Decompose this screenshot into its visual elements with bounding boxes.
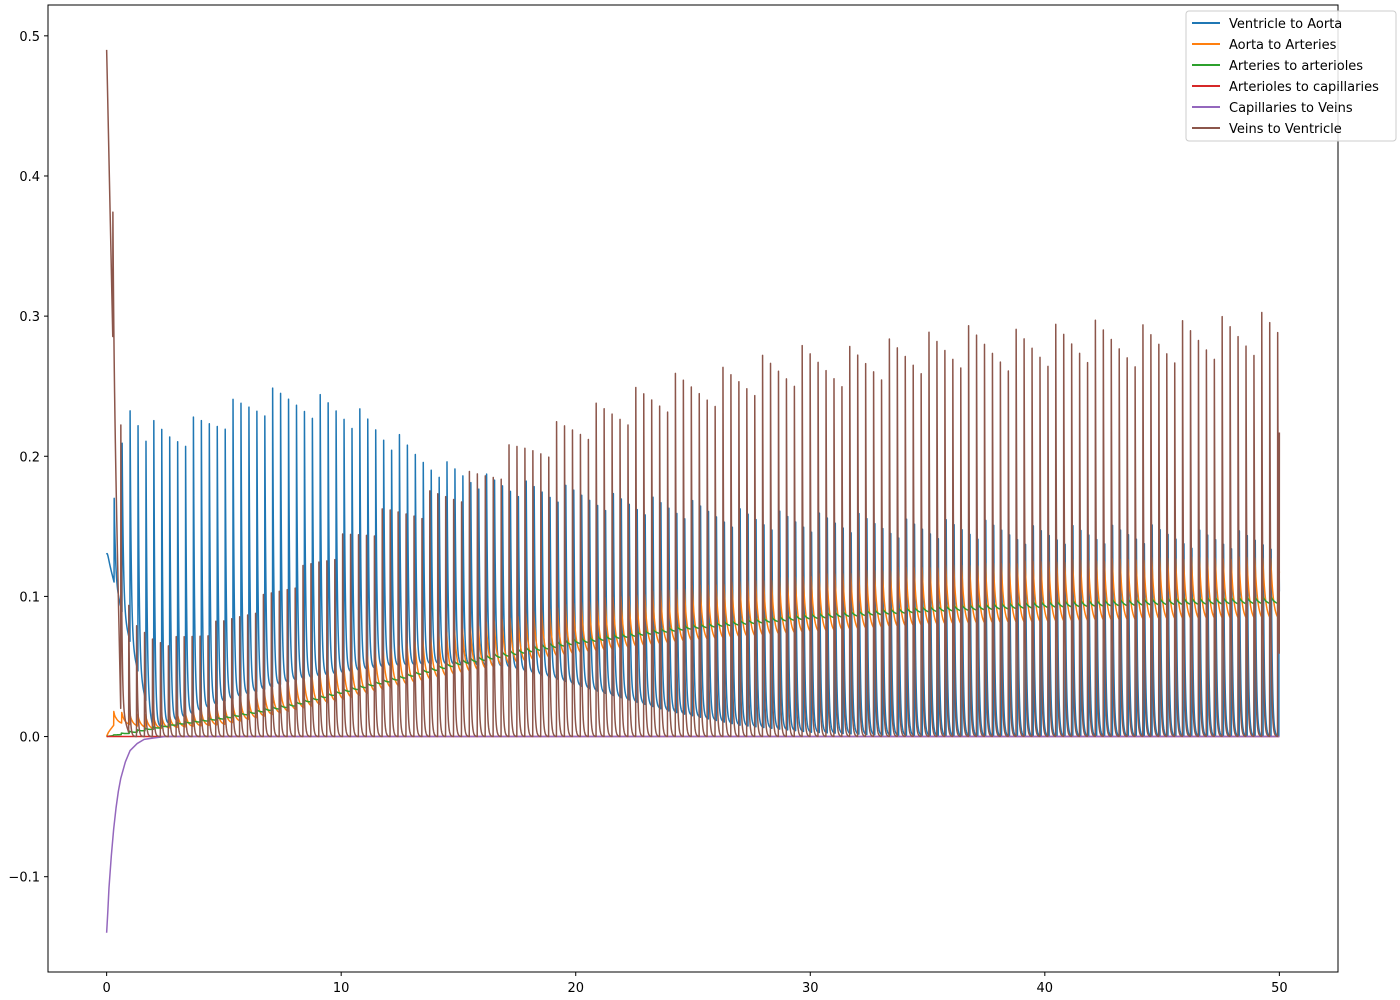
y-tick-label: 0.4 (19, 170, 40, 185)
legend-label: Veins to Ventricle (1229, 122, 1342, 137)
y-tick-label: 0.2 (19, 450, 40, 465)
x-tick-label: 0 (102, 981, 110, 996)
x-tick-label: 10 (333, 981, 350, 996)
series-line-1 (105, 555, 1281, 737)
y-axis: −0.1 0.0 0.1 0.2 0.3 0.4 0.5 (8, 30, 48, 886)
x-tick-label: 40 (1037, 981, 1054, 996)
series-layer (105, 49, 1281, 933)
y-tick-label: 0.5 (19, 30, 40, 45)
legend-label: Capillaries to Veins (1229, 101, 1353, 116)
legend-label: Arteries to arterioles (1229, 59, 1363, 74)
series-line-4 (105, 735, 1280, 933)
x-tick-label: 30 (802, 981, 819, 996)
legend-label: Aorta to Arteries (1229, 38, 1337, 53)
legend-label: Ventricle to Aorta (1229, 17, 1342, 32)
x-axis: 0 10 20 30 40 50 (102, 972, 1288, 996)
series-line-5 (105, 49, 1281, 738)
legend: Ventricle to Aorta Aorta to Arteries Arter… (1185, 10, 1397, 142)
series-line-0 (105, 387, 1281, 738)
y-tick-label: −0.1 (8, 871, 40, 886)
y-tick-label: 0.0 (19, 731, 40, 746)
y-tick-label: 0.3 (19, 310, 40, 325)
x-tick-label: 20 (567, 981, 584, 996)
legend-label: Arterioles to capillaries (1229, 80, 1379, 95)
plot-frame (47, 4, 1339, 973)
y-tick-label: 0.1 (19, 590, 40, 605)
legend-box (1185, 10, 1397, 142)
x-tick-label: 50 (1271, 981, 1288, 996)
